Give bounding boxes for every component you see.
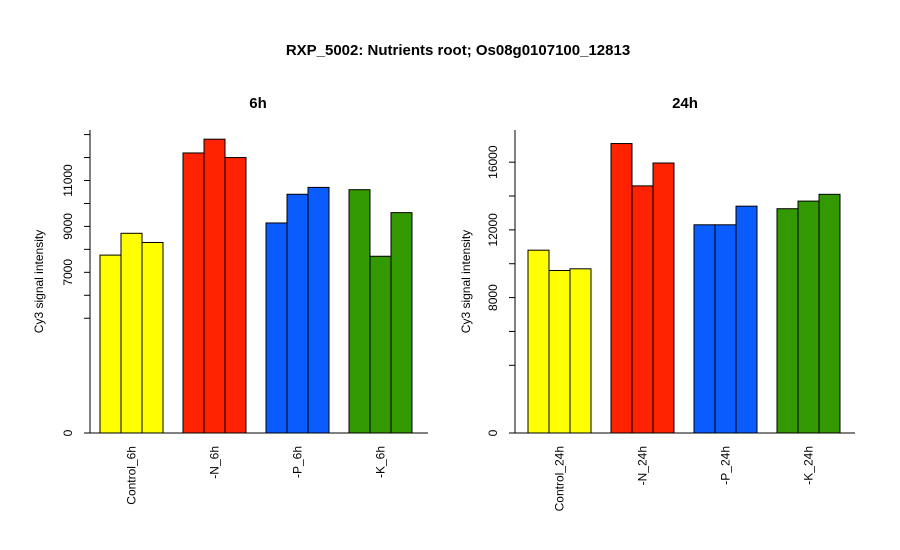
bar xyxy=(693,224,716,434)
y-tick-label: 16000 xyxy=(486,145,500,179)
bar xyxy=(307,186,330,434)
bar xyxy=(99,254,122,434)
category-label: -N_24h xyxy=(636,446,650,485)
y-axis-label: Cy3 signal intensity xyxy=(459,230,473,333)
category-label: -N_6h xyxy=(208,446,222,479)
category-label: Control_24h xyxy=(553,446,567,511)
category-label: Control_6h xyxy=(125,446,139,505)
y-tick-label: 0 xyxy=(61,429,75,436)
category-label: -P_6h xyxy=(291,446,305,478)
y-tick-label: 12000 xyxy=(486,213,500,247)
bar xyxy=(818,193,841,434)
bar xyxy=(527,249,550,434)
y-tick-label: 9000 xyxy=(61,213,75,240)
bar xyxy=(610,143,633,434)
y-tick-label: 8000 xyxy=(486,284,500,311)
bar xyxy=(735,205,758,434)
category-label: -K_24h xyxy=(802,446,816,485)
panel-6h: 6h Cy3 signal intensity Control_6h -N_6h -P_… xyxy=(32,95,428,505)
bar xyxy=(797,200,820,434)
bar xyxy=(569,268,592,434)
bar xyxy=(203,138,226,434)
category-label: -P_24h xyxy=(719,446,733,485)
bar xyxy=(182,152,205,434)
bar xyxy=(286,193,309,434)
panel-title: 24h xyxy=(672,95,698,112)
figure-title: RXP_5002: Nutrients root; Os08g0107100_1… xyxy=(286,42,630,59)
bar xyxy=(631,185,654,434)
bar xyxy=(224,157,247,434)
panel-24h: 24h Cy3 signal intensity Control_24h -N_24h… xyxy=(459,95,855,511)
bar xyxy=(141,241,164,434)
bar xyxy=(714,224,737,434)
bar xyxy=(548,269,571,434)
y-tick-label: 0 xyxy=(486,429,500,436)
bar xyxy=(348,189,371,434)
y-axis-label: Cy3 signal intensity xyxy=(32,230,46,333)
bar xyxy=(652,162,675,434)
category-label: -K_6h xyxy=(374,446,388,478)
bar xyxy=(265,222,288,434)
bar xyxy=(390,212,413,434)
bar xyxy=(369,255,392,434)
bar xyxy=(120,232,143,434)
y-tick-label: 7000 xyxy=(61,259,75,286)
bar xyxy=(776,208,799,434)
y-tick-label: 11000 xyxy=(61,164,75,197)
panel-title: 6h xyxy=(249,95,267,112)
